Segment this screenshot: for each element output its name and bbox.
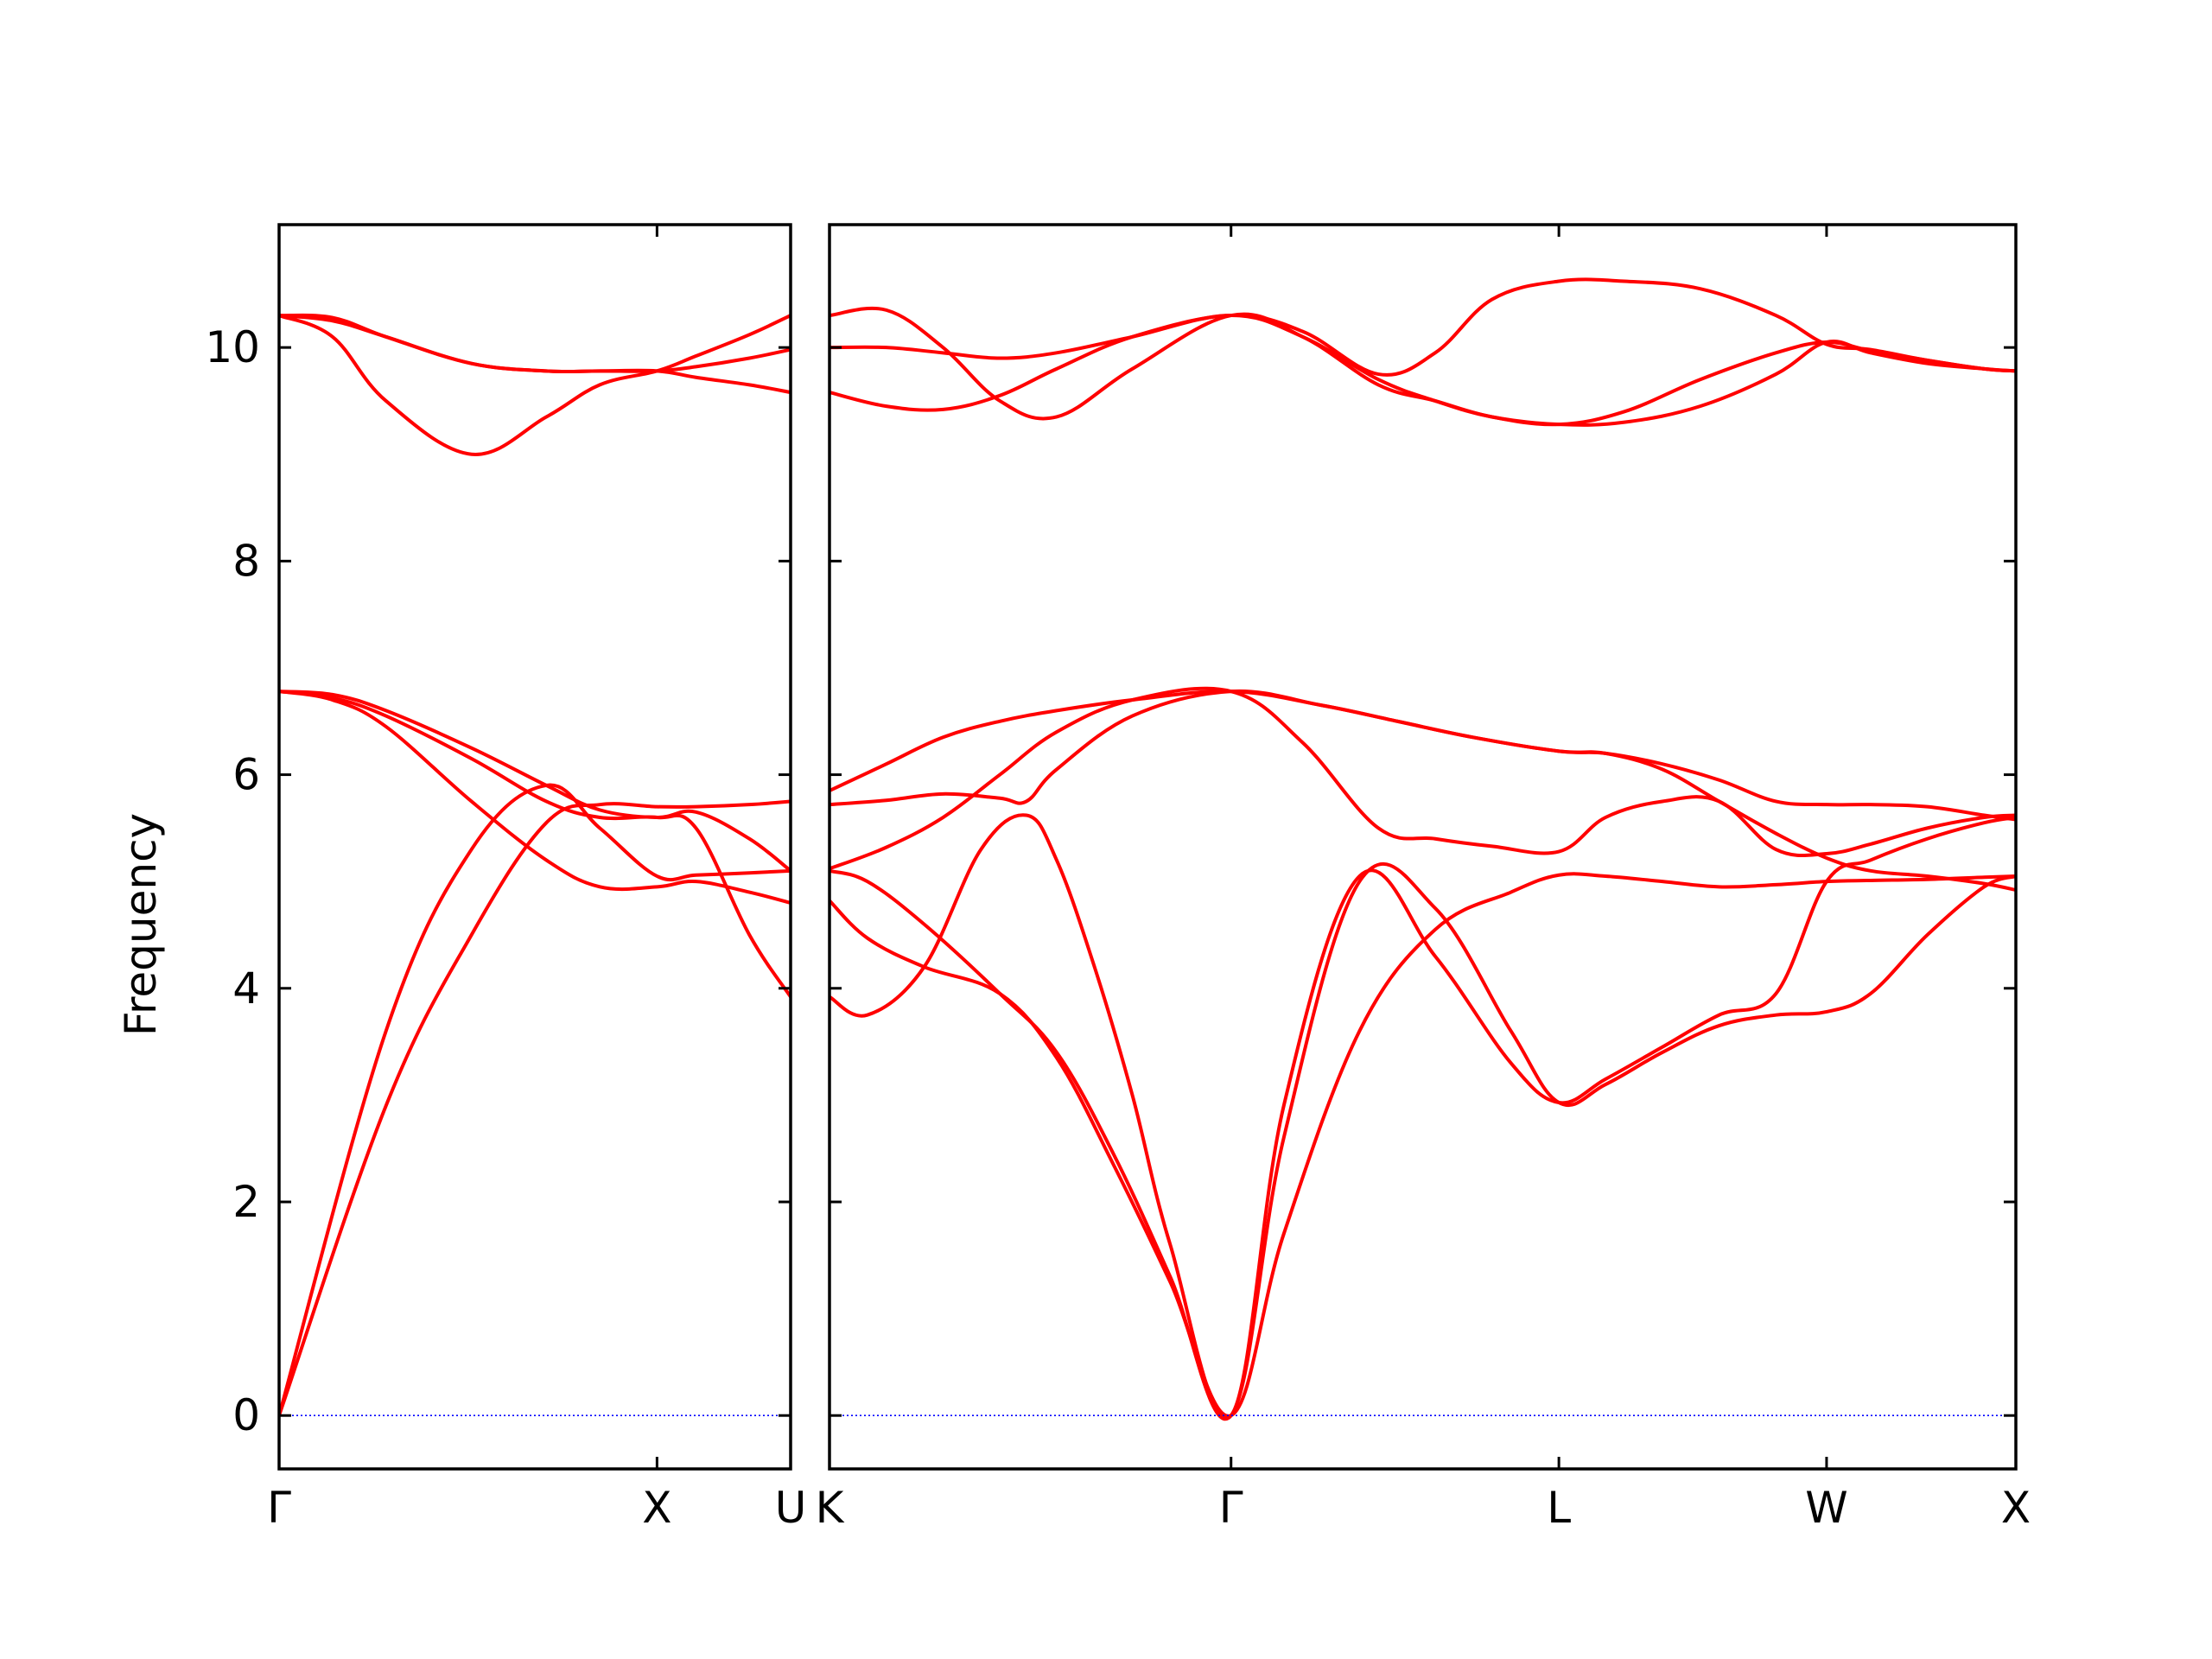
left-band-5 xyxy=(279,690,791,999)
left-kpoint-label-0: Γ xyxy=(267,1483,291,1533)
left-plot-frame xyxy=(277,223,792,1471)
left-panel: 0 2 4 6 8 10 Γ X U xyxy=(205,223,807,1533)
right-kpoint-label-3: W xyxy=(1805,1483,1847,1533)
ytick-label-6: 6 xyxy=(232,750,260,800)
y-axis-label: Frequency xyxy=(116,813,166,1036)
right-kpoint-label-1: Γ xyxy=(1219,1483,1243,1533)
ytick-label-8: 8 xyxy=(232,536,260,586)
right-band-6 xyxy=(830,690,2016,822)
right-band-lines xyxy=(830,277,2016,1421)
ytick-label-4: 4 xyxy=(232,963,260,1014)
right-kpoint-label-4: X xyxy=(2001,1483,2031,1533)
left-y-ticks: 0 2 4 6 8 10 xyxy=(205,322,791,1440)
left-band-lines xyxy=(279,313,791,1418)
left-band-3 xyxy=(279,690,791,905)
right-band-2 xyxy=(830,861,2016,1421)
left-band-8 xyxy=(279,314,791,456)
right-y-ticks xyxy=(830,346,2016,1417)
right-band-3 xyxy=(830,813,2016,1421)
right-band-9 xyxy=(830,277,2016,412)
left-band-1 xyxy=(279,799,791,1418)
left-kpoint-label-2: U xyxy=(775,1483,807,1533)
left-kpoint-label-1: X xyxy=(642,1483,671,1533)
ytick-label-10: 10 xyxy=(205,322,260,372)
left-band-4 xyxy=(279,690,791,873)
right-kpoint-label-0: K xyxy=(816,1483,845,1533)
right-band-1 xyxy=(830,872,2016,1418)
right-plot-frame xyxy=(828,223,2018,1471)
right-kpoint-label-2: L xyxy=(1547,1483,1571,1533)
ytick-label-0: 0 xyxy=(232,1390,260,1440)
left-band-7 xyxy=(279,313,791,374)
ytick-label-2: 2 xyxy=(232,1177,260,1227)
right-band-4 xyxy=(830,686,2016,871)
